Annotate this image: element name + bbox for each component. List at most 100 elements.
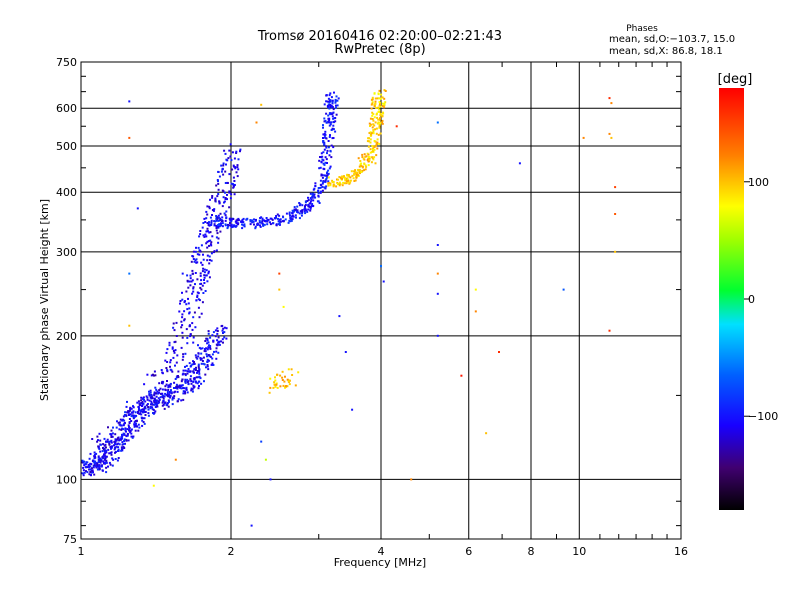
- echo-point: [311, 192, 314, 195]
- echo-point: [188, 280, 191, 283]
- echo-point: [260, 440, 263, 443]
- echo-point: [173, 351, 176, 354]
- echo-point: [363, 153, 366, 156]
- echo-point: [327, 176, 330, 179]
- echo-point: [213, 208, 216, 211]
- echo-point: [186, 274, 189, 277]
- echo-point: [324, 119, 327, 122]
- echo-point: [253, 218, 255, 221]
- echo-point: [282, 305, 285, 308]
- echo-point: [121, 441, 124, 444]
- echo-point: [370, 123, 373, 126]
- echo-point: [378, 126, 381, 129]
- echo-point: [195, 246, 197, 249]
- echo-point: [217, 193, 220, 195]
- echo-point: [344, 351, 347, 353]
- echo-point: [381, 115, 384, 118]
- echo-point: [154, 406, 157, 408]
- echo-point: [378, 110, 381, 113]
- echo-point: [374, 121, 377, 124]
- echo-point: [115, 426, 118, 429]
- echo-point: [175, 361, 178, 364]
- echo-point: [281, 370, 284, 373]
- echo-point: [189, 335, 192, 338]
- echo-point: [188, 307, 191, 310]
- echo-point: [188, 362, 191, 365]
- echo-point: [164, 389, 167, 392]
- echo-point: [148, 392, 151, 395]
- echo-point: [165, 383, 168, 386]
- echo-point: [105, 455, 108, 458]
- echo-point: [608, 329, 611, 332]
- echo-point: [124, 442, 126, 445]
- echo-point: [331, 127, 334, 130]
- echo-point: [103, 437, 106, 440]
- echo-point: [81, 461, 84, 464]
- echo-point: [201, 270, 204, 273]
- echo-point: [375, 154, 378, 157]
- echo-point: [105, 459, 108, 462]
- echo-point: [214, 220, 217, 223]
- echo-point: [232, 185, 235, 188]
- echo-point: [125, 430, 127, 433]
- echo-point: [184, 373, 187, 376]
- echo-point: [171, 396, 174, 399]
- echo-point: [180, 384, 183, 387]
- echo-point: [384, 101, 387, 104]
- echo-point: [286, 385, 289, 388]
- echo-point: [147, 405, 150, 408]
- echo-point: [163, 402, 166, 405]
- echo-point: [208, 276, 211, 279]
- echo-point: [209, 355, 212, 358]
- echo-point: [203, 274, 206, 277]
- echo-point: [99, 457, 102, 460]
- echo-point: [133, 414, 136, 417]
- echo-point: [326, 176, 329, 179]
- echo-point: [383, 97, 386, 100]
- echo-point: [155, 401, 158, 404]
- echo-point: [197, 306, 200, 309]
- echo-point: [242, 217, 245, 220]
- echo-point: [86, 471, 89, 474]
- echo-point: [378, 101, 381, 103]
- echo-point: [219, 224, 222, 227]
- echo-point: [384, 90, 387, 92]
- echo-point: [332, 124, 335, 127]
- echo-point: [166, 394, 169, 397]
- echo-point: [347, 174, 350, 176]
- echo-point: [95, 465, 98, 468]
- y-tick-label: 750: [56, 56, 77, 69]
- echo-point: [128, 324, 131, 327]
- echo-point: [353, 180, 356, 182]
- echo-point: [320, 190, 322, 193]
- echo-point: [260, 103, 263, 106]
- echo-point: [323, 141, 326, 144]
- echo-point: [166, 402, 169, 405]
- echo-point: [187, 286, 190, 289]
- data-points: [81, 89, 617, 527]
- echo-point: [149, 391, 152, 394]
- echo-point: [376, 116, 379, 119]
- echo-point: [327, 180, 330, 183]
- echo-point: [159, 396, 162, 399]
- echo-point: [127, 411, 130, 414]
- echo-point: [319, 156, 321, 158]
- echo-point: [208, 205, 211, 208]
- echo-point: [197, 246, 200, 249]
- echo-point: [217, 219, 220, 222]
- echo-point: [131, 414, 134, 417]
- echo-point: [111, 445, 114, 448]
- colorbar-label: [deg]: [718, 72, 753, 87]
- echo-point: [118, 428, 121, 431]
- echo-point: [349, 179, 352, 182]
- echo-point: [185, 290, 188, 293]
- echo-point: [206, 227, 209, 230]
- echo-point: [332, 120, 335, 123]
- echo-point: [614, 186, 617, 189]
- echo-point: [368, 159, 371, 161]
- echo-point: [216, 339, 219, 342]
- echo-point: [104, 457, 107, 460]
- echo-point: [273, 381, 276, 384]
- echo-point: [205, 210, 208, 213]
- echo-point: [374, 128, 377, 131]
